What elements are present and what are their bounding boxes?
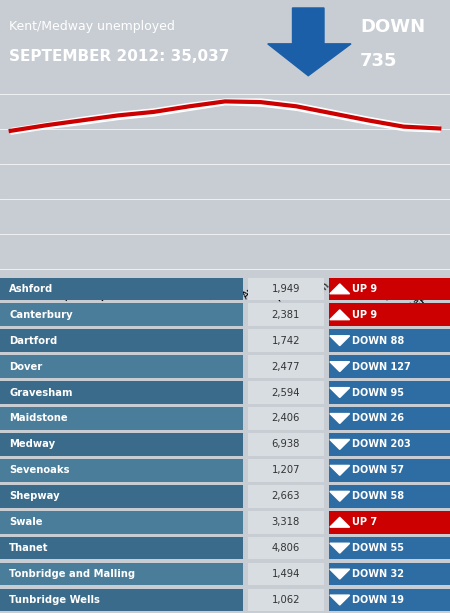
Text: Gravesham: Gravesham [9,387,72,398]
Polygon shape [330,284,350,294]
FancyBboxPatch shape [248,485,324,508]
Text: 1,949: 1,949 [271,284,300,294]
Text: Thanet: Thanet [9,543,49,553]
Text: DOWN: DOWN [360,18,425,36]
FancyBboxPatch shape [0,563,243,585]
Text: 1,494: 1,494 [271,569,300,579]
Text: DOWN 19: DOWN 19 [352,595,404,605]
Polygon shape [330,336,350,346]
FancyBboxPatch shape [0,381,243,404]
Text: DOWN 203: DOWN 203 [352,440,411,449]
Text: DOWN 26: DOWN 26 [352,414,404,424]
FancyBboxPatch shape [0,433,243,455]
FancyBboxPatch shape [0,459,243,482]
FancyBboxPatch shape [248,381,324,404]
Text: UP 7: UP 7 [352,517,377,527]
Text: Sevenoaks: Sevenoaks [9,465,69,475]
Polygon shape [268,8,351,76]
FancyBboxPatch shape [0,278,243,300]
FancyBboxPatch shape [328,381,450,404]
FancyBboxPatch shape [0,511,243,533]
Polygon shape [330,569,350,579]
Text: Maidstone: Maidstone [9,414,68,424]
Text: DOWN 127: DOWN 127 [352,362,411,371]
FancyBboxPatch shape [328,278,450,300]
Text: DOWN 88: DOWN 88 [352,336,404,346]
FancyBboxPatch shape [248,588,324,611]
FancyBboxPatch shape [328,356,450,378]
FancyBboxPatch shape [328,485,450,508]
FancyBboxPatch shape [0,537,243,560]
Text: Tonbridge and Malling: Tonbridge and Malling [9,569,135,579]
Text: 2,381: 2,381 [271,310,300,320]
FancyBboxPatch shape [0,303,243,326]
Text: 4,806: 4,806 [272,543,300,553]
FancyBboxPatch shape [328,537,450,560]
Text: 2,663: 2,663 [271,491,300,501]
FancyBboxPatch shape [0,485,243,508]
Text: DOWN 55: DOWN 55 [352,543,404,553]
Polygon shape [330,310,350,319]
FancyBboxPatch shape [248,329,324,352]
Polygon shape [330,517,350,527]
Text: DOWN 95: DOWN 95 [352,387,404,398]
Text: SEPTEMBER 2012: 35,037: SEPTEMBER 2012: 35,037 [9,50,230,64]
FancyBboxPatch shape [328,433,450,455]
Text: 2,406: 2,406 [271,414,300,424]
Text: Medway: Medway [9,440,55,449]
Text: Dartford: Dartford [9,336,57,346]
FancyBboxPatch shape [248,537,324,560]
FancyBboxPatch shape [248,278,324,300]
FancyBboxPatch shape [0,329,243,352]
Polygon shape [330,440,350,449]
Text: UP 9: UP 9 [352,310,377,320]
Text: Kent/Medway unemployed: Kent/Medway unemployed [9,20,175,33]
Text: 735: 735 [360,51,397,70]
Text: Ashford: Ashford [9,284,53,294]
Polygon shape [330,492,350,501]
Text: Tunbridge Wells: Tunbridge Wells [9,595,100,605]
FancyBboxPatch shape [328,563,450,585]
FancyBboxPatch shape [328,407,450,430]
Text: DOWN 58: DOWN 58 [352,491,404,501]
FancyBboxPatch shape [248,356,324,378]
FancyBboxPatch shape [0,407,243,430]
Text: 2,477: 2,477 [271,362,300,371]
FancyBboxPatch shape [248,563,324,585]
FancyBboxPatch shape [248,459,324,482]
Text: Canterbury: Canterbury [9,310,72,320]
Text: UP 9: UP 9 [352,284,377,294]
Text: 1,207: 1,207 [271,465,300,475]
FancyBboxPatch shape [328,303,450,326]
Polygon shape [330,543,350,553]
FancyBboxPatch shape [0,588,243,611]
FancyBboxPatch shape [328,459,450,482]
Text: 3,318: 3,318 [272,517,300,527]
Text: 1,742: 1,742 [271,336,300,346]
Text: 6,938: 6,938 [271,440,300,449]
Polygon shape [330,595,350,605]
FancyBboxPatch shape [248,433,324,455]
Polygon shape [330,387,350,397]
Polygon shape [330,414,350,424]
FancyBboxPatch shape [328,588,450,611]
Polygon shape [330,465,350,475]
Text: DOWN 32: DOWN 32 [352,569,404,579]
Text: Shepway: Shepway [9,491,59,501]
Text: 1,062: 1,062 [271,595,300,605]
FancyBboxPatch shape [248,407,324,430]
Text: DOWN 57: DOWN 57 [352,465,404,475]
Polygon shape [330,362,350,371]
Text: 2,594: 2,594 [271,387,300,398]
FancyBboxPatch shape [248,511,324,533]
Text: Swale: Swale [9,517,42,527]
FancyBboxPatch shape [328,329,450,352]
FancyBboxPatch shape [248,303,324,326]
Text: Dover: Dover [9,362,42,371]
FancyBboxPatch shape [0,356,243,378]
FancyBboxPatch shape [328,511,450,533]
